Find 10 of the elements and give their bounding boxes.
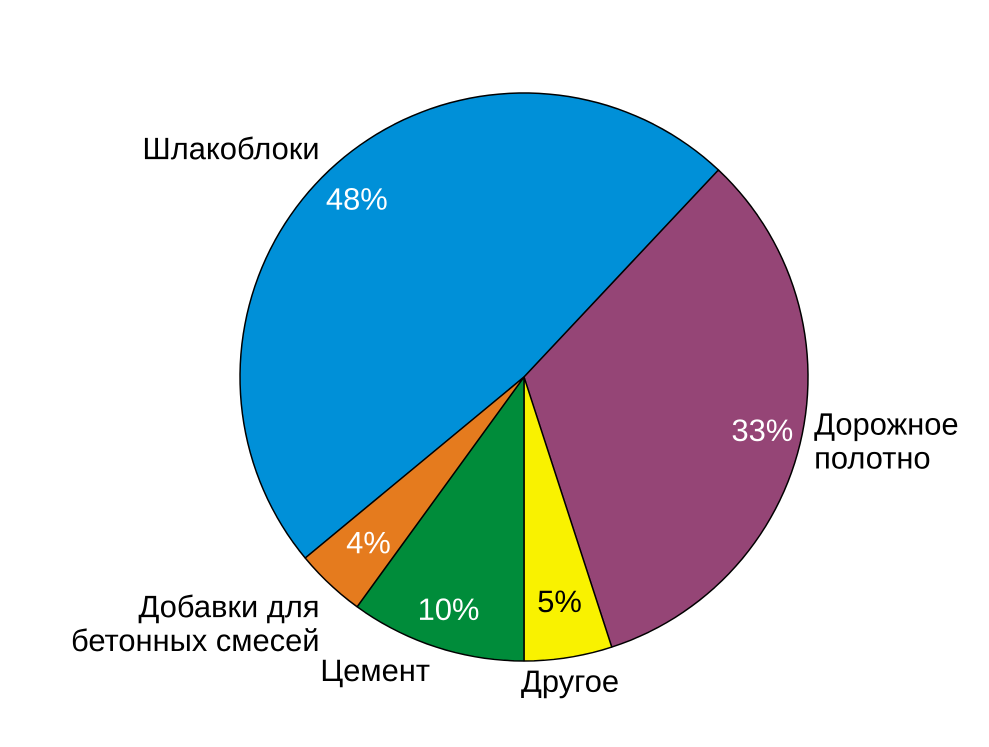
slice-label: Шлакоблоки: [144, 136, 318, 160]
data-label: 5%: [538, 590, 581, 612]
data-label: 48%: [326, 188, 387, 210]
data-label: 10%: [420, 598, 478, 620]
slice-label: Дорожное полотно: [814, 413, 958, 469]
data-label: 4%: [346, 532, 390, 554]
data-label: 33%: [732, 419, 792, 442]
slice-label: Другое: [521, 670, 618, 698]
slice-label: Добавки для бетонных смесей: [72, 594, 318, 652]
slice-label: Цемент: [322, 660, 430, 688]
